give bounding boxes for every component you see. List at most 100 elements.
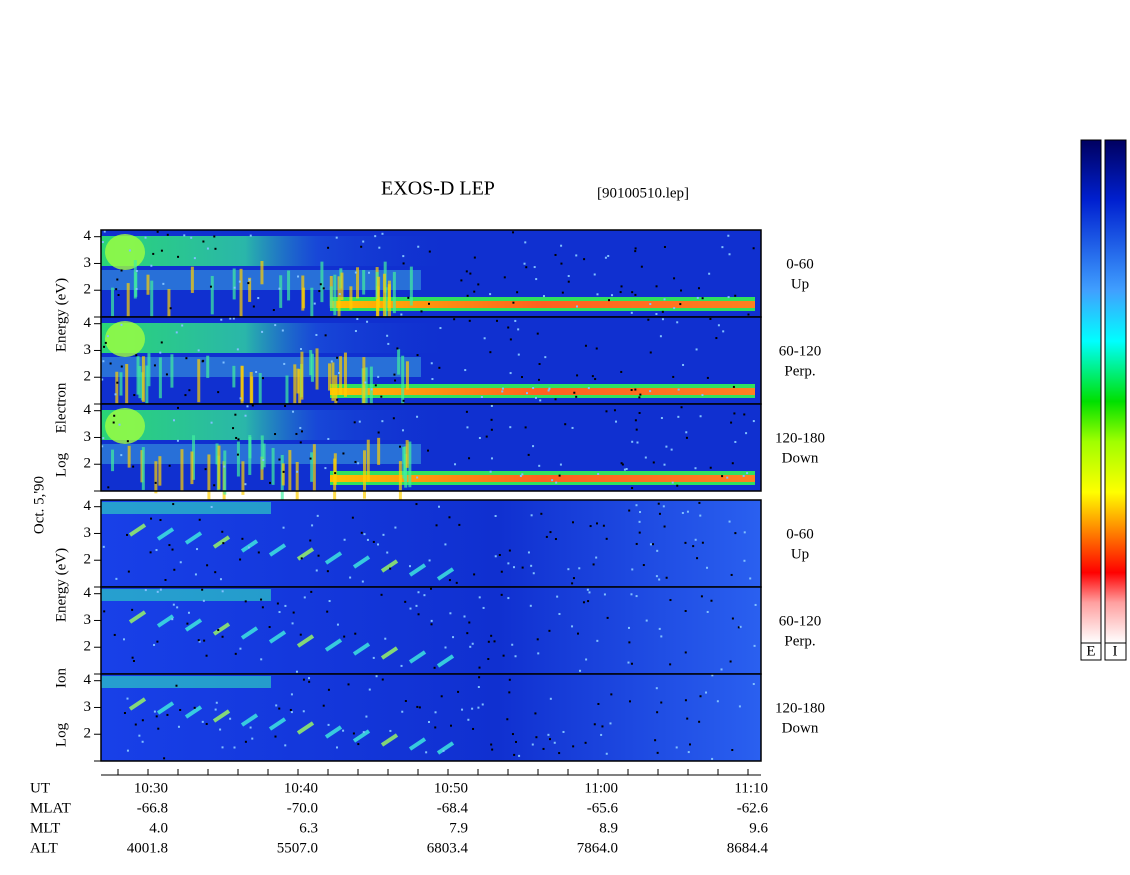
- spectrogram-noise: [649, 390, 652, 393]
- spectrogram-noise: [374, 384, 377, 387]
- spectrogram-noise: [232, 317, 235, 320]
- spectrogram-noise: [343, 635, 346, 638]
- spectrogram-noise: [353, 421, 356, 424]
- spectrogram-streak: [158, 357, 162, 399]
- spectrogram-noise: [114, 393, 117, 396]
- spectrogram-noise: [684, 699, 687, 702]
- spectrogram-noise: [634, 419, 637, 422]
- y-axis-label: Electron: [53, 382, 69, 433]
- spectrogram-noise: [593, 273, 596, 276]
- spectrogram-noise: [730, 573, 733, 576]
- spectrogram-noise: [572, 521, 575, 524]
- spectrogram-noise: [176, 606, 179, 609]
- spectrogram-noise: [532, 572, 535, 575]
- spectrogram-noise: [493, 640, 496, 643]
- y-tick-label: 4: [84, 585, 92, 601]
- spectrogram-streak: [397, 349, 401, 375]
- spectrogram-noise: [372, 656, 375, 659]
- spectrogram-noise: [635, 542, 638, 545]
- spectrogram-noise: [673, 277, 676, 280]
- spectrogram-noise: [233, 286, 236, 289]
- spectrogram-noise: [310, 590, 313, 593]
- spectrogram-streak: [375, 285, 379, 336]
- spectrogram-streak: [298, 369, 302, 416]
- spectrogram-background: [101, 674, 761, 761]
- spectrogram-noise: [663, 463, 666, 466]
- spectrogram-noise: [203, 639, 206, 642]
- spectrogram-noise: [477, 706, 480, 709]
- spectrogram-noise: [587, 600, 590, 603]
- spectrogram-streak: [405, 440, 409, 468]
- spectrogram-noise: [175, 331, 178, 334]
- spectrogram-noise: [571, 625, 574, 628]
- spectrogram-noise: [534, 396, 537, 399]
- spectrogram-noise: [420, 310, 423, 313]
- spectrogram-noise: [166, 713, 169, 716]
- spectrogram-streak: [337, 276, 341, 317]
- spectrogram-noise: [444, 646, 447, 649]
- spectrogram-streak: [192, 435, 196, 480]
- time-label: 11:10: [734, 780, 768, 796]
- spectrogram-streak: [300, 351, 304, 400]
- spectrogram-noise: [248, 278, 251, 281]
- spectrogram-noise: [571, 582, 574, 585]
- spectrogram-noise: [159, 351, 162, 354]
- spectrogram-noise: [527, 453, 530, 456]
- spectrogram-noise: [584, 344, 587, 347]
- spectrogram-noise: [545, 535, 548, 538]
- spectrogram-noise: [708, 272, 711, 275]
- spectrogram-noise: [115, 577, 118, 580]
- spectrogram-noise: [315, 569, 318, 572]
- y-tick-label: 3: [84, 525, 92, 541]
- spectrogram-noise: [197, 349, 200, 352]
- colorbar-label: I: [1113, 643, 1118, 659]
- spectrogram-noise: [661, 318, 664, 321]
- spectrogram-noise: [209, 285, 212, 288]
- spectrogram-noise: [171, 618, 174, 621]
- spectrogram-noise: [434, 726, 437, 729]
- spectrogram-streak: [248, 437, 252, 459]
- spectrogram-noise: [660, 701, 663, 704]
- spectrogram-noise: [442, 749, 445, 752]
- spectrogram-noise: [102, 360, 105, 363]
- spectrogram-noise: [423, 594, 426, 597]
- spectrogram-noise: [400, 664, 403, 667]
- spectrogram-noise: [537, 652, 540, 655]
- spectrogram-noise: [478, 666, 481, 669]
- spectrogram-noise: [172, 603, 175, 606]
- spectrogram-noise: [401, 429, 404, 432]
- spectrogram-noise: [743, 413, 746, 416]
- spectrogram-noise: [596, 293, 599, 296]
- spectrogram-noise: [336, 623, 339, 626]
- spectrogram-noise: [309, 539, 312, 542]
- spectrogram-noise: [257, 551, 260, 554]
- spectrogram-noise: [368, 688, 371, 691]
- spectrogram-noise: [559, 463, 562, 466]
- spectrogram-noise: [487, 658, 490, 661]
- spectrogram-noise: [428, 559, 431, 562]
- spectrogram-noise: [734, 294, 737, 297]
- spectrogram-noise: [440, 695, 443, 698]
- spectrogram-noise: [521, 376, 524, 379]
- spectrogram-noise: [468, 457, 471, 460]
- spectrogram-noise: [513, 566, 516, 569]
- spectrogram-noise: [732, 385, 735, 388]
- spectrogram-noise: [466, 426, 469, 429]
- spectrogram-noise: [676, 321, 679, 324]
- spectrogram-noise: [367, 271, 370, 274]
- spectrogram-noise: [634, 388, 637, 391]
- spectrogram-noise: [260, 598, 263, 601]
- spectrogram-noise: [284, 744, 287, 747]
- spectrogram-noise: [694, 467, 697, 470]
- spectrogram-noise: [715, 337, 718, 340]
- spectrogram-noise: [544, 356, 547, 359]
- spectrogram-noise: [512, 231, 515, 234]
- spectrogram-streak: [128, 523, 147, 537]
- spectrogram-streak: [333, 453, 337, 485]
- spectrogram-noise: [338, 371, 341, 374]
- spectrogram-noise: [679, 303, 682, 306]
- spectrogram-noise: [509, 426, 512, 429]
- spectrogram-noise: [534, 712, 537, 715]
- spectrogram-noise: [620, 462, 623, 465]
- spectrogram-noise: [532, 445, 535, 448]
